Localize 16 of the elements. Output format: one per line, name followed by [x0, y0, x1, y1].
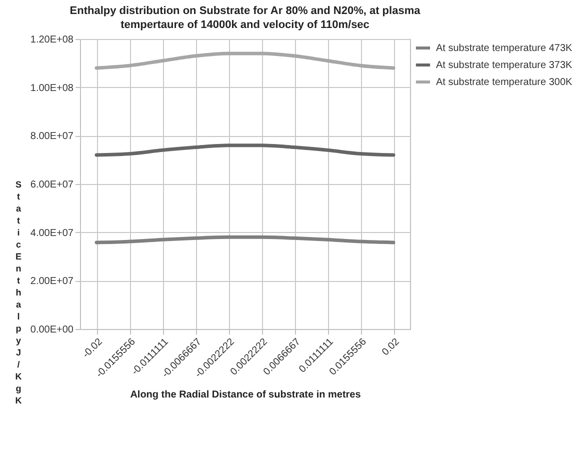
line-series — [94, 144, 396, 157]
line-series — [94, 52, 396, 70]
legend-label: At substrate temperature 300K — [436, 77, 573, 88]
legend-label: At substrate temperature 473K — [436, 43, 573, 54]
y-tick-label: 4.00E+07 — [30, 228, 74, 239]
y-tick-label: 1.20E+08 — [30, 34, 74, 46]
text: Static Enthalpy J/KgK — [15, 180, 22, 406]
x-tick-label: 0.02 — [380, 336, 402, 358]
x-axis-title: Along the Radial Distance of substrate in metres — [130, 389, 362, 400]
y-tick-label: 6.00E+07 — [30, 180, 74, 190]
chart-title: Enthalpy distribution on Substrate for Ar 80% and N20%, at plasma tempertaure of 14000k and velocity of 110m/sec — [70, 5, 422, 31]
y-tick-label: 1.00E+08 — [30, 82, 74, 94]
legend-label: At substrate temperature 373K — [436, 60, 573, 71]
y-tick-label: 8.00E+07 — [30, 131, 74, 142]
y-tick-label: 2.00E+07 — [30, 276, 74, 288]
y-tick-label: 0.00E+00 — [30, 324, 74, 336]
